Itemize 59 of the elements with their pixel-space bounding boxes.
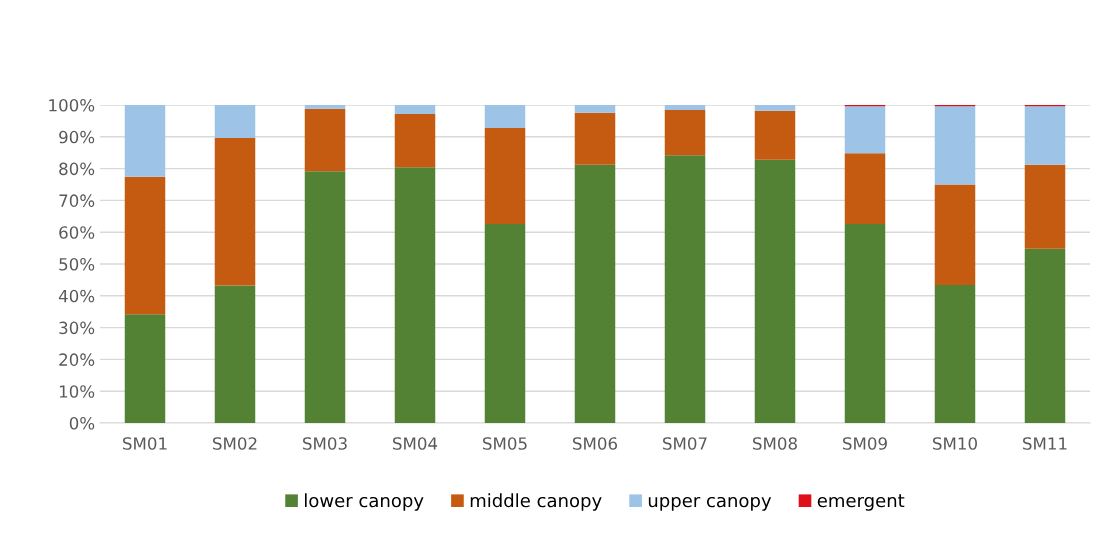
bar — [664, 105, 706, 111]
y-tick-label: 10% — [59, 385, 95, 398]
bar — [484, 127, 526, 224]
bar — [664, 155, 706, 423]
x-tick-label: SM06 — [573, 437, 618, 450]
bar — [304, 108, 346, 172]
y-tick-label: 80% — [59, 162, 95, 176]
bar — [394, 113, 436, 168]
bar — [934, 184, 976, 285]
bar — [304, 171, 346, 423]
bar — [574, 105, 616, 113]
bar — [124, 314, 166, 423]
bar — [304, 105, 346, 109]
legend-label: upper canopy — [648, 496, 772, 511]
bar — [124, 176, 166, 315]
bar — [934, 106, 976, 185]
x-tick-label: SM04 — [393, 437, 438, 450]
x-tick-label: SM03 — [303, 437, 347, 450]
bar — [934, 284, 976, 423]
bar — [214, 105, 256, 139]
x-tick-label: SM10 — [933, 437, 977, 450]
bar — [484, 223, 526, 423]
x-tick-label: SM11 — [1023, 437, 1067, 450]
bar — [664, 110, 706, 156]
x-tick-label: SM05 — [483, 437, 527, 450]
x-tick-label: SM08 — [753, 437, 797, 450]
x-tick-label: SM09 — [843, 437, 887, 450]
bar — [394, 167, 436, 423]
bar — [484, 105, 526, 128]
bar — [394, 105, 436, 114]
bar — [844, 106, 886, 154]
bar — [1024, 164, 1066, 249]
bar — [574, 112, 616, 165]
bar — [214, 138, 256, 286]
y-tick-label: 0% — [69, 416, 95, 430]
y-tick-label: 40% — [58, 289, 95, 303]
bar — [754, 110, 796, 160]
x-tick-label: SM02 — [213, 437, 257, 450]
bar — [1024, 106, 1066, 165]
legend-label: middle canopy — [470, 493, 602, 511]
bar — [574, 164, 616, 423]
legend-label: emergent — [817, 494, 905, 511]
bar — [754, 159, 796, 423]
bar — [844, 223, 886, 423]
bar — [124, 105, 166, 177]
legend-label: lower canopy — [305, 493, 424, 511]
x-tick-label: SM07 — [663, 437, 707, 450]
y-tick-label: 90% — [59, 130, 95, 144]
bar — [1024, 248, 1066, 423]
y-tick-label: 30% — [59, 321, 95, 335]
y-tick-label: 50% — [59, 257, 95, 271]
bar — [754, 105, 796, 111]
y-tick-label: 100% — [49, 98, 95, 112]
bar — [844, 153, 886, 224]
y-tick-label: 20% — [59, 353, 95, 366]
bar — [214, 285, 256, 423]
y-tick-label: 70% — [59, 194, 95, 207]
x-tick-label: SM01 — [123, 437, 167, 450]
y-tick-label: 60% — [59, 226, 95, 239]
